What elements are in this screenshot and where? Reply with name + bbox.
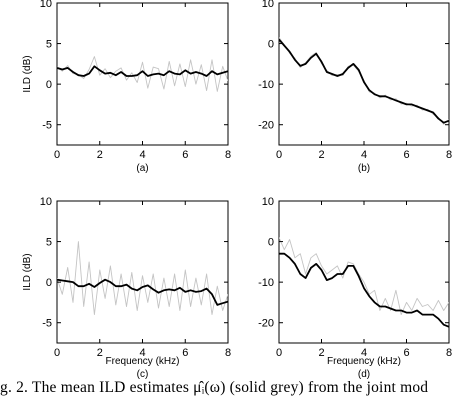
series-line-smooth	[279, 252, 449, 328]
chart-panel-3	[56, 200, 229, 344]
y-tick-label: 10	[40, 0, 52, 10]
y-tick-label: 10	[262, 196, 274, 208]
series-line-noisy	[57, 241, 228, 316]
panel-label: (a)	[136, 163, 148, 174]
y-tick-label: -20	[258, 120, 274, 132]
x-tick-label: 4	[139, 347, 145, 359]
chart-panel-1	[56, 2, 229, 146]
series-line-smooth	[57, 278, 228, 306]
x-tick-label: 2	[97, 347, 103, 359]
y-tick-label: -10	[258, 79, 274, 91]
series-line-smooth	[279, 38, 449, 124]
y-tick-label: 10	[40, 196, 52, 208]
y-tick-label: 10	[262, 0, 274, 10]
x-tick-label: 2	[97, 149, 103, 161]
x-tick-label: 4	[361, 149, 367, 161]
x-tick-label: 4	[361, 347, 367, 359]
y-axis-label: ILD (dB)	[22, 55, 33, 92]
y-tick-label: -20	[258, 318, 274, 330]
x-axis-label: Frequency (kHz)	[106, 356, 180, 367]
x-tick-label: 0	[276, 149, 282, 161]
y-tick-label: 0	[268, 39, 274, 51]
series-line-noisy	[279, 237, 449, 316]
x-tick-label: 4	[139, 149, 145, 161]
y-tick-label: 5	[46, 237, 52, 249]
y-tick-label: -10	[258, 277, 274, 289]
x-tick-label: 6	[403, 149, 409, 161]
x-tick-label: 8	[225, 347, 231, 359]
x-tick-label: 8	[225, 149, 231, 161]
y-tick-label: 0	[46, 277, 52, 289]
x-tick-label: 8	[446, 347, 452, 359]
plot-frame	[278, 2, 450, 146]
x-tick-label: 6	[403, 347, 409, 359]
x-tick-label: 6	[182, 347, 188, 359]
chart-panel-4	[278, 200, 450, 344]
x-axis-label: Frequency (kHz)	[327, 356, 401, 367]
y-tick-label: 0	[46, 79, 52, 91]
y-tick-label: 0	[268, 237, 274, 249]
y-tick-label: 5	[46, 39, 52, 51]
chart-panel-2	[278, 2, 450, 146]
plot-frame	[278, 200, 450, 344]
figure-caption: g. 2. The mean ILD estimates μ̂ᵢ(ω) (sol…	[0, 379, 429, 396]
panel-label: (c)	[137, 369, 149, 380]
x-tick-label: 2	[318, 149, 324, 161]
series-line-smooth	[57, 65, 228, 77]
y-tick-label: -5	[42, 120, 52, 132]
x-tick-label: 0	[276, 347, 282, 359]
x-tick-label: 8	[446, 149, 452, 161]
panel-label: (b)	[358, 163, 370, 174]
y-tick-label: -5	[42, 318, 52, 330]
x-tick-label: 0	[54, 149, 60, 161]
panel-label: (d)	[358, 369, 370, 380]
x-tick-label: 2	[318, 347, 324, 359]
x-tick-label: 6	[182, 149, 188, 161]
y-axis-label: ILD (dB)	[22, 253, 33, 290]
plot-frame	[56, 200, 229, 344]
x-tick-label: 0	[54, 347, 60, 359]
